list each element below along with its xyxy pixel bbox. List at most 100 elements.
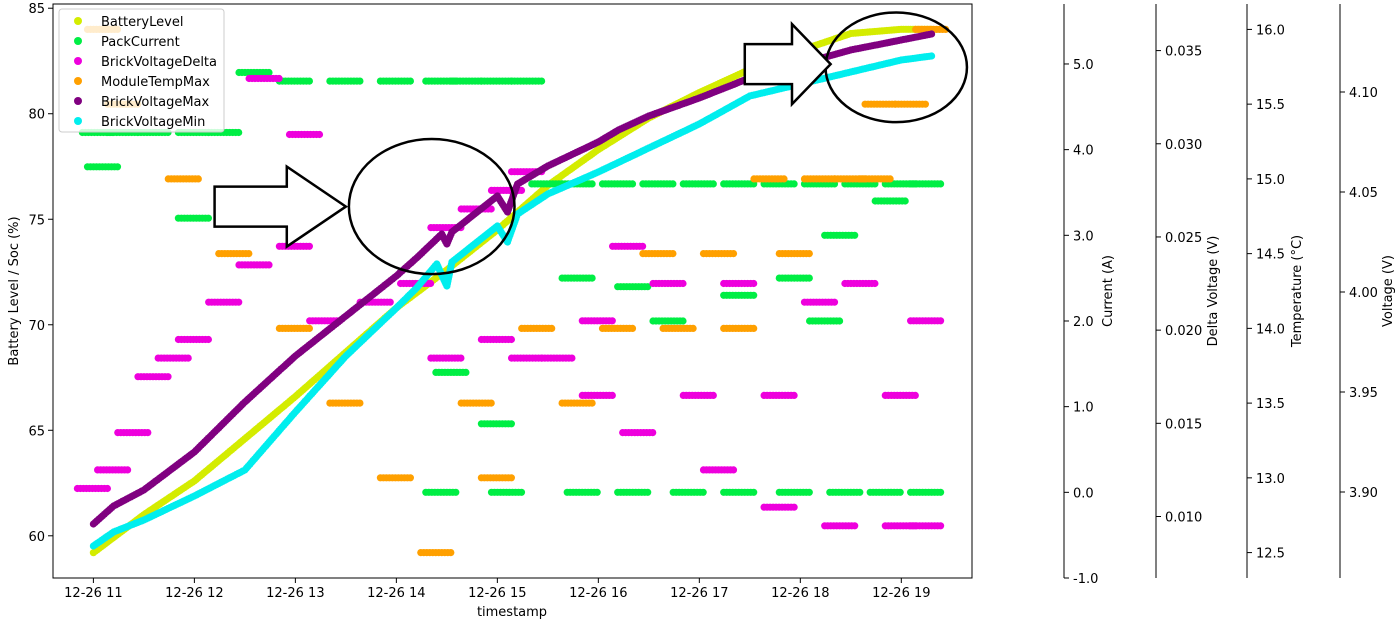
data-point	[886, 175, 894, 183]
x-tick-label: 12-26 14	[367, 586, 425, 601]
secondary-axis-tick-label: 14.0	[1256, 322, 1285, 337]
secondary-axis-tick-label: 0.010	[1165, 511, 1202, 526]
data-point	[164, 373, 172, 381]
data-point	[699, 488, 707, 496]
data-point	[851, 231, 859, 239]
data-point	[305, 77, 313, 85]
secondary-axis-tick-label: 4.00	[1349, 286, 1378, 301]
data-point	[588, 399, 596, 407]
data-point	[937, 488, 945, 496]
data-point	[805, 488, 813, 496]
data-point	[851, 522, 859, 530]
x-axis: 12-26 11 12-26 12 12-26 13 12-26 14 12-26 15…	[64, 578, 931, 601]
data-point	[124, 466, 132, 474]
data-point	[507, 335, 515, 344]
y-tick-label: 65	[28, 424, 45, 439]
data-point	[462, 368, 470, 376]
secondary-axis-tick-label: -1.0	[1073, 572, 1098, 587]
data-point	[265, 261, 273, 269]
data-point	[265, 68, 273, 77]
data-point	[356, 77, 364, 85]
data-point	[628, 180, 637, 188]
data-point	[204, 335, 212, 344]
series-BrickVoltageMax	[89, 30, 936, 528]
data-point	[245, 250, 253, 258]
data-point	[427, 279, 435, 288]
secondary-axis-tick-label: 0.0	[1073, 486, 1094, 501]
data-point	[928, 30, 936, 38]
legend-label: PackCurrent	[101, 35, 180, 50]
data-point	[780, 175, 788, 183]
secondary-axis-label: Delta Voltage (V)	[1206, 236, 1221, 347]
data-point	[790, 391, 798, 399]
data-point	[457, 354, 465, 362]
y-axis: 60 65 70 75 80 85	[28, 2, 53, 545]
data-point	[517, 488, 526, 496]
data-point	[204, 214, 212, 222]
data-point	[679, 279, 687, 288]
data-point	[194, 175, 202, 183]
data-point	[144, 429, 152, 437]
data-point	[750, 324, 758, 332]
secondary-axis-tick-label: 15.5	[1256, 98, 1285, 113]
data-point	[639, 242, 647, 250]
legend-marker	[74, 117, 82, 125]
data-point	[305, 242, 313, 250]
data-point	[856, 488, 864, 496]
data-point	[487, 205, 495, 213]
data-point	[386, 298, 394, 306]
data-point	[790, 180, 798, 188]
data-point	[103, 484, 111, 493]
data-point	[517, 186, 526, 194]
data-point	[235, 298, 243, 306]
series-BrickVoltageDelta	[73, 74, 945, 530]
secondary-axis-tick-label: 4.05	[1349, 186, 1378, 201]
data-point	[305, 324, 313, 332]
secondary-axis-tick-label: 16.0	[1256, 23, 1285, 38]
secondary-axis-label: Temperature (°C)	[1290, 235, 1305, 348]
x-tick-label: 12-26 15	[468, 586, 526, 601]
secondary-axis-tick-label: 15.0	[1256, 173, 1285, 188]
secondary-axis-tick-label: 3.95	[1349, 386, 1378, 401]
data-point	[790, 503, 798, 511]
data-point	[275, 74, 283, 83]
data-point	[608, 317, 616, 325]
data-point	[937, 317, 945, 325]
secondary-axis-tick-label: 5.0	[1073, 58, 1094, 73]
data-point	[235, 128, 243, 137]
secondary-axes: -1.0 0.0 1.0 2.0 3.0 4.0 5.0 Current (A) 0.010 0.…	[1063, 4, 1396, 587]
data-point	[568, 354, 576, 362]
data-point	[487, 399, 495, 407]
data-point	[937, 522, 945, 530]
x-tick-label: 12-26 16	[569, 586, 627, 601]
data-point	[406, 77, 414, 85]
data-point	[928, 52, 936, 60]
data-point	[113, 163, 122, 171]
x-tick-label: 12-26 18	[771, 586, 829, 601]
y-tick-label: 60	[28, 530, 45, 545]
legend-label: BatteryLevel	[101, 15, 183, 30]
data-point	[588, 274, 596, 282]
data-point	[538, 77, 546, 85]
data-point	[669, 180, 677, 188]
data-point	[911, 391, 919, 399]
series-ModuleTempMax	[83, 25, 950, 557]
legend-label: BrickVoltageDelta	[101, 55, 217, 70]
secondary-axis-tick-label: 13.0	[1256, 472, 1285, 487]
data-point	[901, 197, 909, 205]
data-point	[356, 399, 364, 407]
legend-label: ModuleTempMax	[101, 75, 210, 90]
secondary-axis-tick-label: 3.90	[1349, 486, 1378, 501]
data-point	[830, 298, 839, 306]
data-point	[507, 420, 515, 428]
highlight-ellipse	[347, 137, 516, 276]
secondary-axis-tick-label: 0.035	[1165, 45, 1202, 60]
y-tick-label: 75	[28, 213, 45, 228]
data-point	[679, 317, 687, 325]
data-point	[548, 324, 556, 332]
secondary-axis-tick-label: 13.5	[1256, 397, 1285, 412]
data-point	[689, 324, 697, 332]
highlight-arrow	[743, 21, 833, 108]
secondary-axis-tick-label: 1.0	[1073, 401, 1094, 416]
legend-marker	[74, 37, 82, 45]
